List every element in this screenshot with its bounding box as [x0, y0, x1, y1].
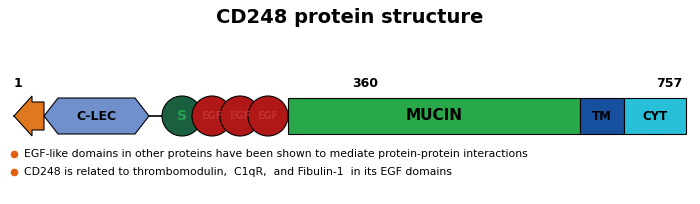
Polygon shape [14, 96, 44, 136]
Circle shape [162, 96, 202, 136]
FancyBboxPatch shape [288, 98, 580, 134]
Text: S: S [177, 109, 187, 123]
Text: CD248 is related to thrombomodulin,  C1qR,  and Fibulin-1  in its EGF domains: CD248 is related to thrombomodulin, C1qR… [24, 167, 452, 177]
Text: EGF: EGF [202, 111, 223, 121]
Text: EGF: EGF [230, 111, 251, 121]
Text: MUCIN: MUCIN [405, 109, 463, 123]
Text: CYT: CYT [643, 110, 668, 122]
Text: 757: 757 [656, 77, 682, 90]
Circle shape [192, 96, 232, 136]
Text: CD248 protein structure: CD248 protein structure [216, 8, 484, 27]
Text: EGF: EGF [258, 111, 279, 121]
Text: EGF-like domains in other proteins have been shown to mediate protein-protein in: EGF-like domains in other proteins have … [24, 149, 528, 159]
Text: 360: 360 [352, 77, 378, 90]
FancyBboxPatch shape [580, 98, 624, 134]
Circle shape [248, 96, 288, 136]
Polygon shape [44, 98, 149, 134]
Text: 1: 1 [14, 77, 22, 90]
Text: TM: TM [592, 110, 612, 122]
FancyBboxPatch shape [624, 98, 686, 134]
Text: C-LEC: C-LEC [76, 110, 117, 122]
Circle shape [220, 96, 260, 136]
